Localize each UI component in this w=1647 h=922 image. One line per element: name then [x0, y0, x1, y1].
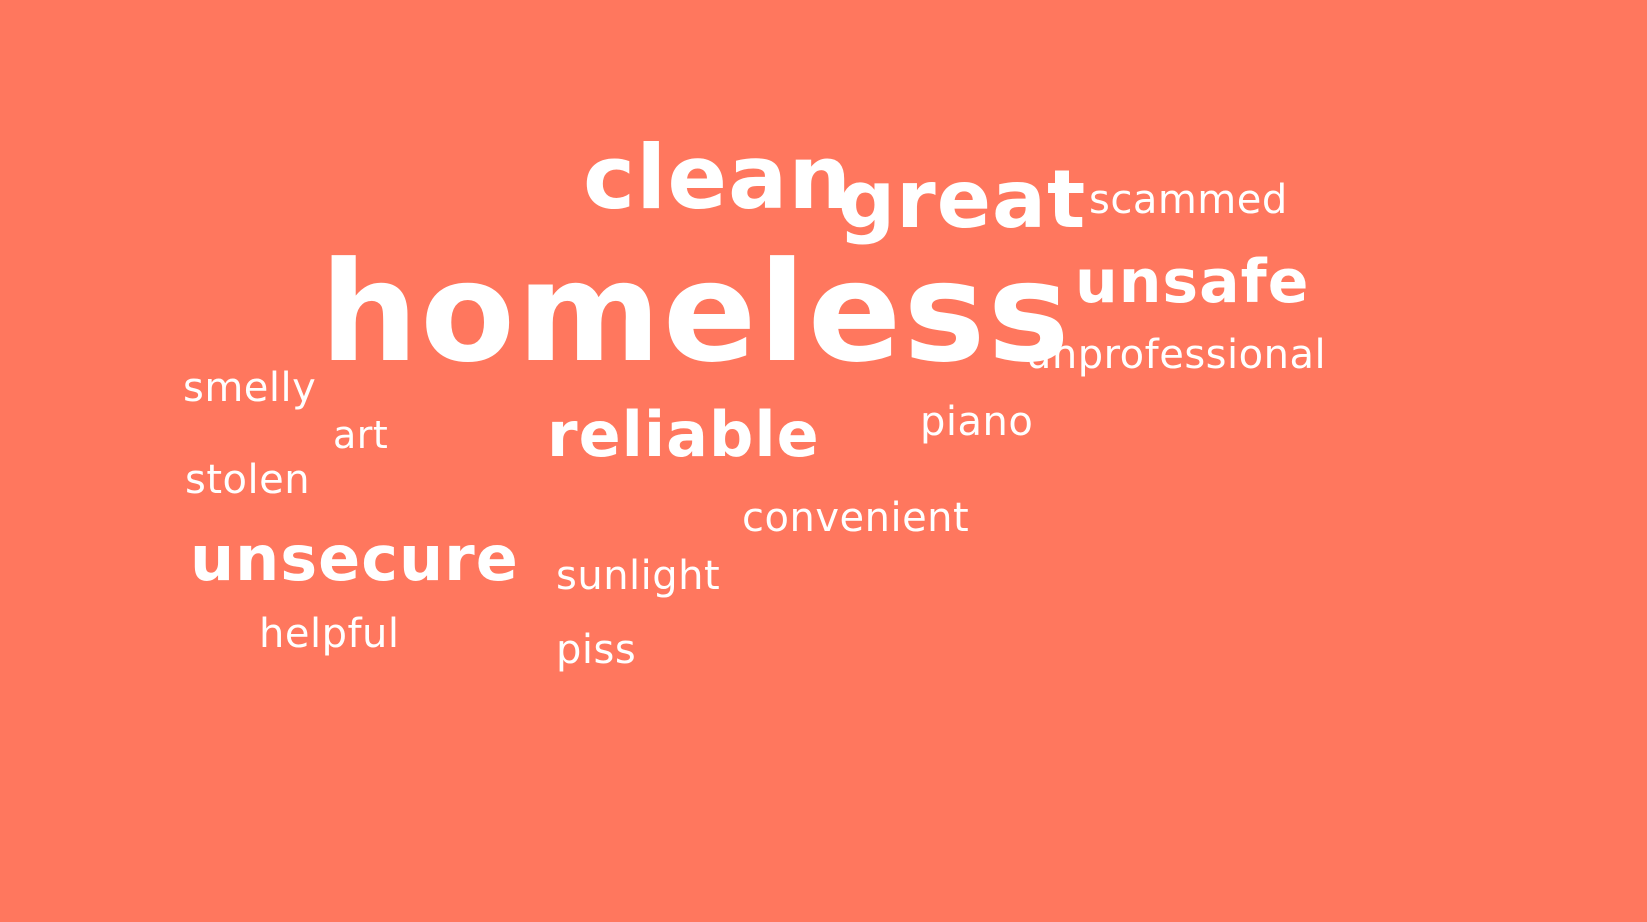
word-great: great	[838, 153, 1087, 246]
word-unprofessional: unprofessional	[1026, 332, 1327, 378]
word-smelly: smelly	[183, 365, 317, 411]
word-unsafe: unsafe	[1075, 247, 1310, 317]
word-stolen: stolen	[185, 457, 311, 503]
word-reliable: reliable	[547, 398, 820, 471]
word-piss: piss	[556, 627, 637, 673]
word-convenient: convenient	[742, 495, 970, 541]
word-scammed: scammed	[1089, 177, 1288, 223]
word-sunlight: sunlight	[556, 553, 721, 599]
word-piano: piano	[920, 399, 1034, 445]
word-clean: clean	[583, 126, 853, 229]
word-unsecure: unsecure	[190, 522, 519, 595]
word-helpful: helpful	[259, 611, 400, 657]
word-homeless: homeless	[320, 232, 1072, 393]
word-art: art	[333, 413, 389, 457]
